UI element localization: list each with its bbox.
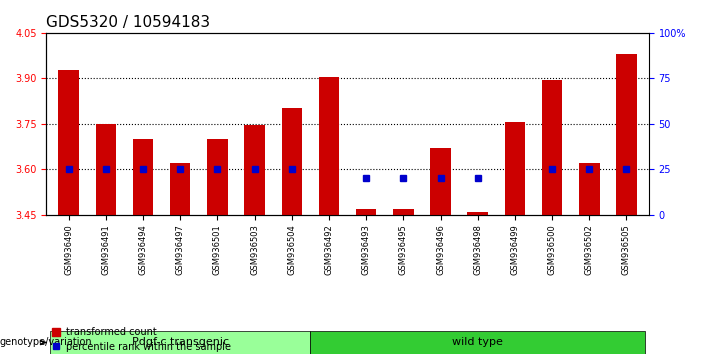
FancyBboxPatch shape xyxy=(50,331,311,354)
Bar xyxy=(356,209,376,215)
Bar xyxy=(58,70,79,215)
Bar xyxy=(132,139,154,215)
Bar xyxy=(579,163,599,215)
Text: GDS5320 / 10594183: GDS5320 / 10594183 xyxy=(46,15,210,30)
Bar xyxy=(505,122,525,215)
Bar xyxy=(95,124,116,215)
Bar xyxy=(319,76,339,215)
Bar xyxy=(282,108,302,215)
Bar xyxy=(542,80,562,215)
Bar xyxy=(393,209,414,215)
FancyBboxPatch shape xyxy=(311,331,645,354)
Bar xyxy=(430,148,451,215)
Bar xyxy=(207,139,228,215)
Legend: transformed count, percentile rank within the sample: transformed count, percentile rank withi… xyxy=(51,327,231,352)
Text: wild type: wild type xyxy=(452,337,503,348)
Text: genotype/variation: genotype/variation xyxy=(0,337,93,348)
Text: Pdgf-c transgenic: Pdgf-c transgenic xyxy=(132,337,229,348)
Bar xyxy=(616,54,637,215)
Bar xyxy=(170,163,191,215)
Bar xyxy=(245,125,265,215)
Bar xyxy=(468,212,488,215)
